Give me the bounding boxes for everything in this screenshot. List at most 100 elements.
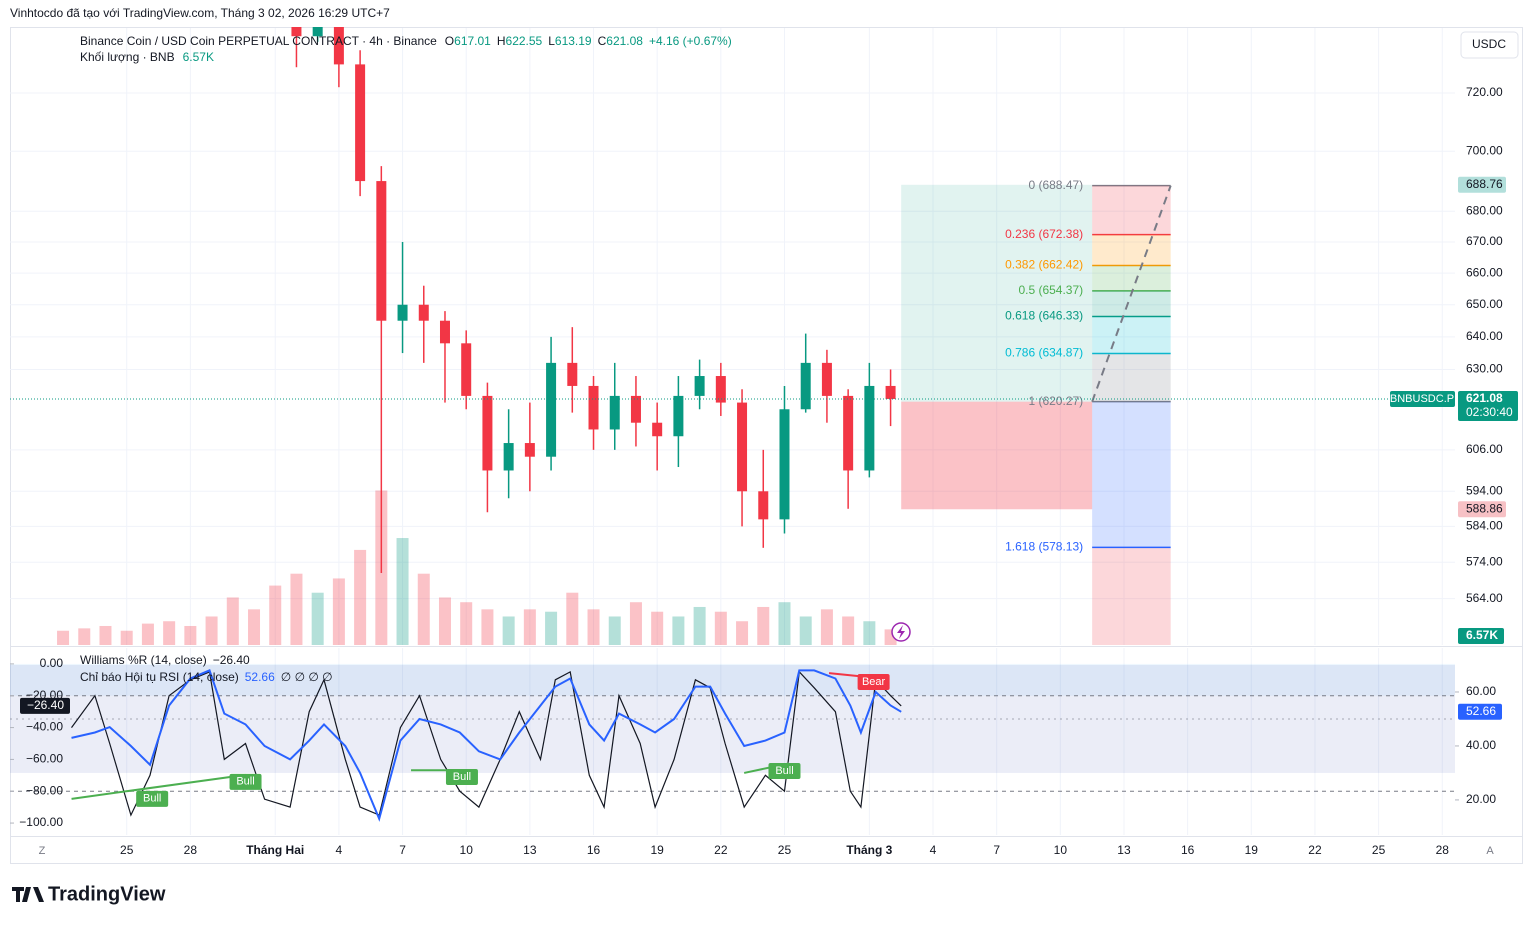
divergence-label: Bear	[862, 676, 886, 688]
x-tick-label: 25	[1372, 843, 1386, 857]
x-tick-label: 10	[1054, 843, 1068, 857]
fib-band	[1092, 316, 1171, 354]
volume-bar	[651, 611, 664, 645]
volume-bar	[120, 630, 133, 645]
candle-body	[503, 443, 514, 471]
x-tick-label: 22	[714, 843, 728, 857]
candle-body	[715, 376, 726, 403]
divergence-line	[71, 773, 246, 800]
y-tick-label: 640.00	[1466, 329, 1503, 343]
wr-legend: Williams %R (14, close) −26.40	[80, 653, 250, 667]
wr-overbought-band	[10, 663, 1455, 696]
rsi-legend: Chỉ báo Hội tụ RSI (14, close) 52.66 ∅ ∅ ∅…	[80, 670, 333, 684]
overlay: 0 (688.47) 0.236 (672.38) 0.382 (662.42) 0.…	[10, 178, 1455, 645]
candle-body	[355, 64, 366, 182]
rsi-name: Chỉ báo Hội tụ RSI (14, close)	[80, 670, 239, 684]
fib-label: 0.5 (654.37)	[1018, 283, 1083, 297]
volume-bar	[269, 585, 282, 645]
volume-bar	[842, 616, 855, 645]
candle-body	[758, 491, 769, 520]
currency-button[interactable]	[1460, 31, 1519, 59]
rsi-last-bg	[1458, 703, 1502, 720]
y-tick-label: 594.00	[1466, 483, 1503, 497]
zoom-button[interactable]: Z	[39, 845, 46, 857]
volume-value: 6.57K	[183, 50, 214, 64]
y-tick-label: 670.00	[1466, 234, 1503, 248]
wr-line	[71, 670, 902, 817]
divergence-label-bg	[229, 773, 262, 790]
logo: TradingView	[48, 883, 166, 905]
y-tick-label: 720.00	[1466, 85, 1503, 99]
rsi-tick-label: 60.00	[1466, 684, 1496, 698]
candle-body	[291, 27, 302, 37]
rsi-line	[71, 669, 902, 822]
candle-body	[333, 27, 344, 65]
divergence-label: Bull	[143, 793, 161, 805]
currency[interactable]: USDC	[1472, 37, 1506, 51]
x-tick-label: Tháng 3	[846, 843, 892, 857]
volume-bar	[226, 597, 239, 645]
wr-tick-label: −40.00	[26, 720, 63, 734]
candle-body	[609, 395, 620, 430]
volume-bar	[99, 625, 112, 645]
attribution: Vinhtocdo đã tạo với TradingView.com, Th…	[10, 6, 390, 20]
logo-mark	[12, 887, 44, 902]
auto-button[interactable]: A	[1486, 845, 1494, 857]
plot	[57, 27, 897, 645]
price-label-bg	[1458, 501, 1506, 518]
x-tick-label: 10	[460, 843, 474, 857]
volume-bar	[290, 573, 303, 645]
volume-bar	[757, 606, 770, 645]
volume-bar	[396, 538, 409, 645]
rsi-last-label: 52.66	[1466, 704, 1496, 718]
rsi-value: 52.66	[245, 670, 275, 684]
volume-bar	[141, 623, 154, 645]
y-tick-label: 660.00	[1466, 265, 1503, 279]
fib-label: 0.786 (634.87)	[1005, 346, 1083, 360]
fib-label: 0 (688.47)	[1028, 178, 1083, 192]
wr-name: Williams %R (14, close)	[80, 653, 207, 667]
legend-key: O	[445, 34, 454, 48]
volume-bar	[438, 597, 451, 645]
volume-bar	[523, 609, 536, 645]
candle-body	[482, 395, 493, 471]
wr-tick-label: −60.00	[26, 752, 63, 766]
fib-band	[1092, 185, 1171, 235]
candle-body	[524, 443, 535, 457]
legend-title: Binance Coin / USD Coin PERPETUAL CONTRA…	[80, 34, 437, 48]
candle-body	[588, 385, 599, 430]
legend-key: C	[598, 34, 607, 48]
x-tick-label: 16	[1181, 843, 1195, 857]
volume-bar	[799, 616, 812, 645]
candle-body	[630, 395, 641, 423]
y-tick-label: 584.00	[1466, 519, 1503, 533]
volume-bar	[163, 621, 176, 645]
candle-body	[885, 385, 896, 399]
symbol-label: BNBUSDC.P	[1390, 393, 1454, 405]
volume-bar	[608, 616, 621, 645]
volume-bar	[332, 578, 345, 645]
y-tick-label: 680.00	[1466, 203, 1503, 217]
candle-body	[546, 362, 557, 457]
volume-bar	[57, 630, 70, 645]
legend: Binance Coin / USD Coin PERPETUAL CONTRA…	[80, 34, 732, 48]
candle-body	[821, 362, 832, 396]
volume-bar	[481, 609, 494, 645]
y-tick-label: 574.00	[1466, 554, 1503, 568]
fib-label: 0.382 (662.42)	[1005, 258, 1083, 272]
x-tick-label: 7	[993, 843, 1000, 857]
volume-bar	[354, 549, 367, 645]
volume-last-label: 6.57K	[1466, 628, 1498, 642]
symbol-label-bg	[1390, 390, 1455, 407]
rsi-extra: ∅ ∅ ∅ ∅	[281, 670, 333, 684]
x-tick-label: 25	[778, 843, 792, 857]
volume-bar	[566, 592, 579, 645]
divergence-label: Bull	[775, 765, 793, 777]
last-price: 621.08	[1466, 391, 1503, 405]
candle-body	[843, 395, 854, 471]
volume-bar	[417, 573, 430, 645]
divergence-label: Bull	[236, 776, 254, 788]
x-tick-label: 13	[523, 843, 537, 857]
divergence-label: Bull	[453, 771, 471, 783]
